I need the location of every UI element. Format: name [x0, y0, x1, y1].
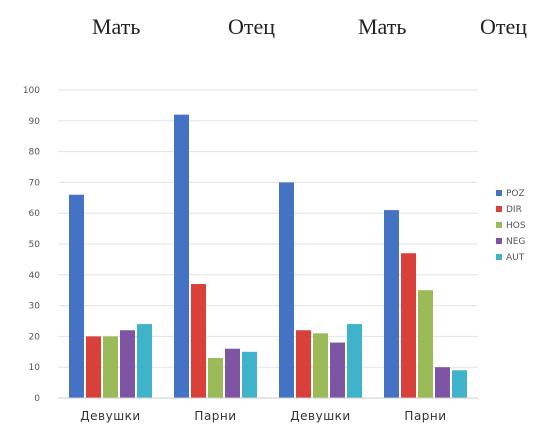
y-tick-label: 20	[29, 332, 41, 342]
legend-swatch-hos	[496, 222, 502, 228]
legend-swatch-aut	[496, 254, 502, 260]
legend-swatch-dir	[496, 206, 502, 212]
bar-hos-4	[418, 290, 433, 398]
x-category-label: Парни	[194, 409, 236, 423]
y-tick-label: 40	[29, 271, 41, 281]
legend-label-neg: NEG	[506, 237, 525, 247]
header-label-mother-1: Мать	[92, 14, 141, 39]
y-axis: 0 10 20 30 40 50 60 70 80 90 100	[23, 86, 40, 404]
bar-neg-2	[225, 348, 240, 398]
bar-aut-1	[137, 324, 152, 398]
bar-poz-3	[279, 182, 294, 398]
legend-label-poz: POZ	[506, 189, 525, 199]
header-label-father-2: Отец	[480, 14, 528, 39]
bar-neg-1	[120, 330, 135, 398]
bar-poz-1	[69, 194, 84, 398]
bar-neg-4	[435, 367, 450, 398]
bar-dir-1	[86, 336, 101, 398]
x-category-label: Девушки	[80, 409, 140, 423]
x-category-label: Парни	[404, 409, 446, 423]
bar-poz-2	[174, 114, 189, 398]
legend: POZ DIR HOS NEG AUT	[496, 189, 526, 263]
bar-aut-4	[452, 370, 467, 398]
bar-hos-1	[103, 336, 118, 398]
legend-label-aut: AUT	[506, 253, 525, 263]
bar-neg-3	[330, 342, 345, 398]
legend-label-hos: HOS	[506, 221, 526, 231]
bar-hos-2	[208, 357, 223, 398]
bar-dir-3	[296, 330, 311, 398]
y-tick-label: 10	[29, 363, 41, 373]
y-tick-label: 60	[29, 209, 41, 219]
legend-swatch-neg	[496, 238, 502, 244]
header-label-father-1: Отец	[228, 14, 276, 39]
bar-poz-4	[384, 210, 399, 398]
bar-dir-4	[401, 253, 416, 398]
legend-swatch-poz	[496, 190, 502, 196]
header-label-mother-2: Мать	[358, 14, 407, 39]
y-tick-label: 80	[29, 148, 41, 158]
x-axis: Девушки Парни Девушки Парни	[58, 397, 478, 423]
y-tick-label: 50	[29, 240, 41, 250]
legend-label-dir: DIR	[506, 205, 522, 215]
bar-dir-2	[191, 284, 206, 398]
y-tick-label: 100	[23, 86, 40, 96]
y-tick-label: 30	[29, 302, 41, 312]
y-tick-label: 70	[29, 178, 41, 188]
bar-aut-2	[242, 351, 257, 398]
bars	[69, 114, 467, 398]
y-tick-label: 90	[29, 117, 41, 127]
bar-aut-3	[347, 324, 362, 398]
y-tick-label: 0	[34, 394, 40, 404]
bar-hos-3	[313, 333, 328, 398]
x-category-label: Девушки	[290, 409, 350, 423]
